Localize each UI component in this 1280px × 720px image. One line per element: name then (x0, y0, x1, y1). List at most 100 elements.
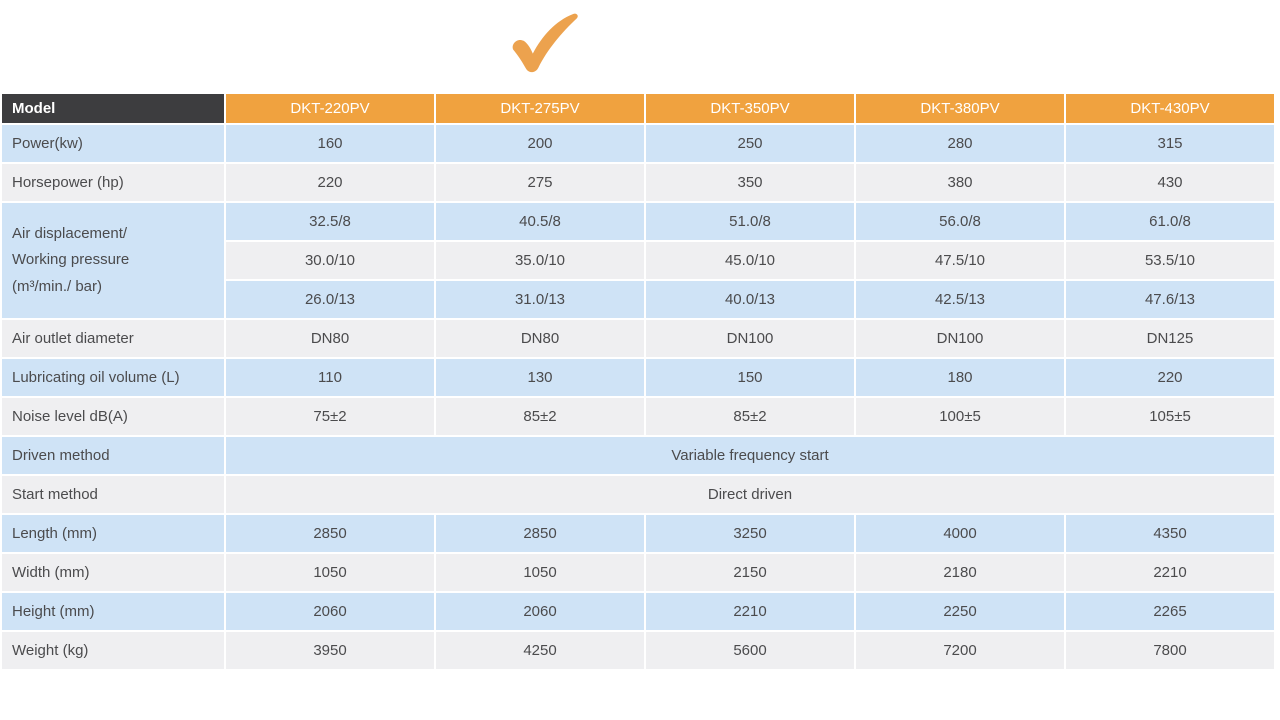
cell-value: 2250 (856, 593, 1064, 630)
cell-value: 100±5 (856, 398, 1064, 435)
row-label-line: Working pressure (12, 251, 130, 269)
cell-value: 40.0/13 (646, 281, 854, 318)
cell-value: 2265 (1066, 593, 1274, 630)
cell-value: 220 (1066, 359, 1274, 396)
cell-value: 2060 (226, 593, 434, 630)
table-row-horsepower: Horsepower (hp) 220 275 350 380 430 (2, 164, 1274, 201)
cell-value: 220 (226, 164, 434, 201)
row-label: Start method (2, 476, 224, 513)
cell-value: 7200 (856, 632, 1064, 669)
cell-value: 280 (856, 125, 1064, 162)
cell-value: 26.0/13 (226, 281, 434, 318)
cell-value: 275 (436, 164, 644, 201)
cell-value: 51.0/8 (646, 203, 854, 240)
cell-value: 35.0/10 (436, 242, 644, 279)
table-row-driven-method: Driven method Variable frequency start (2, 437, 1274, 474)
column-header-dkt-380pv: DKT-380PV (856, 94, 1064, 123)
row-label: Horsepower (hp) (2, 164, 224, 201)
cell-value: DN80 (436, 320, 644, 357)
cell-value: 85±2 (646, 398, 854, 435)
cell-value: 250 (646, 125, 854, 162)
row-label-air-displacement: Air displacement/ Working pressure (m³/m… (2, 203, 224, 318)
row-label: Noise level dB(A) (2, 398, 224, 435)
cell-value: 40.5/8 (436, 203, 644, 240)
cell-value: 350 (646, 164, 854, 201)
row-label: Lubricating oil volume (L) (2, 359, 224, 396)
table-row-start-method: Start method Direct driven (2, 476, 1274, 513)
check-icon (502, 12, 582, 80)
column-header-dkt-350pv: DKT-350PV (646, 94, 854, 123)
row-label: Driven method (2, 437, 224, 474)
cell-value: 4350 (1066, 515, 1274, 552)
cell-value: 2150 (646, 554, 854, 591)
cell-value: 315 (1066, 125, 1274, 162)
cell-value: 56.0/8 (856, 203, 1064, 240)
cell-value: 2180 (856, 554, 1064, 591)
cell-value: 4250 (436, 632, 644, 669)
cell-value: 30.0/10 (226, 242, 434, 279)
table-row-width: Width (mm) 1050 1050 2150 2180 2210 (2, 554, 1274, 591)
cell-value: 53.5/10 (1066, 242, 1274, 279)
cell-value: 47.5/10 (856, 242, 1064, 279)
table-row-oil-volume: Lubricating oil volume (L) 110 130 150 1… (2, 359, 1274, 396)
cell-value: 7800 (1066, 632, 1274, 669)
row-label: Height (mm) (2, 593, 224, 630)
cell-value: 380 (856, 164, 1064, 201)
cell-value: 180 (856, 359, 1064, 396)
cell-value: 430 (1066, 164, 1274, 201)
spec-table: Model DKT-220PV DKT-275PV DKT-350PV DKT-… (0, 92, 1276, 671)
header-row: Model DKT-220PV DKT-275PV DKT-350PV DKT-… (2, 94, 1274, 123)
cell-value: 45.0/10 (646, 242, 854, 279)
cell-value: 4000 (856, 515, 1064, 552)
cell-value: 110 (226, 359, 434, 396)
cell-value-merged: Direct driven (226, 476, 1274, 513)
column-header-dkt-430pv: DKT-430PV (1066, 94, 1274, 123)
cell-value: 2850 (226, 515, 434, 552)
row-label-line: (m³/min./ bar) (12, 277, 102, 295)
column-header-dkt-220pv: DKT-220PV (226, 94, 434, 123)
cell-value: 2850 (436, 515, 644, 552)
cell-value: 31.0/13 (436, 281, 644, 318)
table-row-noise: Noise level dB(A) 75±2 85±2 85±2 100±5 1… (2, 398, 1274, 435)
row-label: Weight (kg) (2, 632, 224, 669)
cell-value: 105±5 (1066, 398, 1274, 435)
table-row-air-outlet: Air outlet diameter DN80 DN80 DN100 DN10… (2, 320, 1274, 357)
table-row-height: Height (mm) 2060 2060 2210 2250 2265 (2, 593, 1274, 630)
cell-value: 2210 (646, 593, 854, 630)
cell-value: 200 (436, 125, 644, 162)
cell-value: 150 (646, 359, 854, 396)
cell-value-merged: Variable frequency start (226, 437, 1274, 474)
row-label: Air outlet diameter (2, 320, 224, 357)
cell-value: 3250 (646, 515, 854, 552)
cell-value: DN100 (646, 320, 854, 357)
model-header-cell: Model (2, 94, 224, 123)
cell-value: DN100 (856, 320, 1064, 357)
cell-value: 1050 (226, 554, 434, 591)
cell-value: 130 (436, 359, 644, 396)
table-row-length: Length (mm) 2850 2850 3250 4000 4350 (2, 515, 1274, 552)
cell-value: 61.0/8 (1066, 203, 1274, 240)
cell-value: DN80 (226, 320, 434, 357)
row-label: Width (mm) (2, 554, 224, 591)
cell-value: 42.5/13 (856, 281, 1064, 318)
table-row-power: Power(kw) 160 200 250 280 315 (2, 125, 1274, 162)
row-label: Power(kw) (2, 125, 224, 162)
table-row-weight: Weight (kg) 3950 4250 5600 7200 7800 (2, 632, 1274, 669)
column-header-dkt-275pv: DKT-275PV (436, 94, 644, 123)
table-row-air-displacement-10bar: 30.0/10 35.0/10 45.0/10 47.5/10 53.5/10 (2, 242, 1274, 279)
table-row-air-displacement-13bar: 26.0/13 31.0/13 40.0/13 42.5/13 47.6/13 (2, 281, 1274, 318)
cell-value: 75±2 (226, 398, 434, 435)
cell-value: DN125 (1066, 320, 1274, 357)
cell-value: 2210 (1066, 554, 1274, 591)
row-label-line: Air displacement/ (12, 225, 128, 243)
cell-value: 2060 (436, 593, 644, 630)
cell-value: 1050 (436, 554, 644, 591)
cell-value: 85±2 (436, 398, 644, 435)
table-row-air-displacement-8bar: Air displacement/ Working pressure (m³/m… (2, 203, 1274, 318)
cell-value: 32.5/8 (226, 203, 434, 240)
row-label: Length (mm) (2, 515, 224, 552)
cell-value: 5600 (646, 632, 854, 669)
cell-value: 160 (226, 125, 434, 162)
cell-value: 3950 (226, 632, 434, 669)
cell-value: 47.6/13 (1066, 281, 1274, 318)
